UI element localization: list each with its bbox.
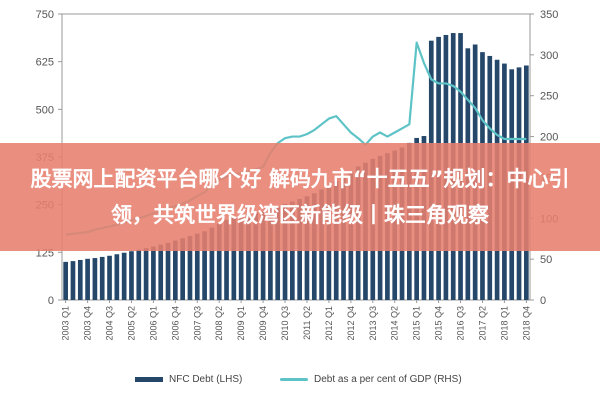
bar-mark — [268, 208, 273, 300]
overlay-banner[interactable]: 股票网上配资平台哪个好 解码九市“十五五”规划：中心引领，共筑世界级湾区新能级丨… — [0, 143, 600, 251]
bar-mark — [209, 227, 215, 300]
overlay-banner-text: 股票网上配资平台哪个好 解码九市“十五五”规划：中心引领，共筑世界级湾区新能级丨… — [30, 167, 570, 227]
right-tick-label: 250 — [540, 91, 558, 103]
bar-mark — [114, 254, 120, 300]
x-tick-label: 2012 Q4 — [346, 306, 356, 341]
bar-mark — [246, 213, 251, 300]
x-tick-label: 2018 Q4 — [521, 306, 531, 341]
bar-mark — [165, 242, 171, 300]
bar-mark — [180, 238, 185, 300]
left-tick-label: 500 — [36, 104, 54, 116]
bar-mark — [121, 252, 127, 300]
bar-mark — [224, 219, 229, 300]
bar-mark — [231, 216, 237, 300]
right-tick-label: 0 — [540, 295, 546, 307]
bar-mark — [92, 258, 98, 300]
bar-mark — [77, 259, 83, 300]
bar-mark — [275, 206, 281, 300]
bar-mark — [194, 233, 200, 300]
x-tick-label: 2009 Q4 — [258, 306, 268, 341]
x-tick-label: 2018 Q1 — [499, 306, 509, 341]
x-tick-label: 2008 Q2 — [214, 306, 224, 341]
bar-mark — [85, 258, 90, 300]
legend-swatch-bar — [135, 377, 163, 382]
x-tick-label: 2004 Q3 — [105, 306, 115, 341]
x-axis: 2003 Q1 2003 Q4 2004 Q3 2005 Q2 2006 Q1 2006 … — [61, 300, 531, 341]
x-tick-label: 2003 Q1 — [61, 306, 71, 341]
right-tick-label: 200 — [540, 132, 558, 144]
x-tick-label: 2013 Q3 — [368, 306, 378, 341]
x-tick-label: 2003 Q4 — [83, 306, 93, 341]
x-tick-label: 2017 Q2 — [477, 306, 487, 341]
x-tick-label: 2010 Q3 — [280, 306, 290, 341]
bar-mark — [151, 246, 156, 300]
bar-mark — [238, 215, 244, 300]
left-tick-label: 750 — [36, 9, 54, 21]
right-tick-label: 300 — [540, 50, 558, 62]
bar-mark — [107, 255, 112, 300]
bar-mark — [70, 261, 76, 300]
x-tick-label: 2014 Q2 — [390, 306, 400, 341]
x-tick-label: 2006 Q4 — [170, 306, 180, 341]
bar-mark — [136, 249, 142, 300]
right-tick-label: 50 — [540, 254, 552, 266]
x-tick-label: 2011 Q2 — [302, 306, 312, 340]
bar-mark — [63, 261, 68, 300]
legend-item-nfc-debt: NFC Debt (LHS) — [135, 374, 242, 385]
right-tick-label: 350 — [540, 9, 558, 21]
bar-mark — [202, 231, 207, 300]
x-tick-label: 2015 Q4 — [434, 306, 444, 341]
x-tick-label: 2007 Q3 — [192, 306, 202, 341]
bar-mark — [253, 212, 259, 300]
bar-mark — [187, 235, 193, 300]
x-tick-label: 2009 Q1 — [236, 306, 246, 341]
bar-mark — [216, 223, 222, 300]
legend-item-debt-gdp: Debt as a per cent of GDP (RHS) — [280, 374, 462, 385]
bar-mark — [143, 248, 149, 300]
bar-mark — [173, 240, 178, 300]
legend-label-nfc-debt: NFC Debt (LHS) — [169, 374, 243, 385]
x-tick-label: 2012 Q1 — [324, 306, 334, 341]
bar-mark — [282, 203, 288, 300]
left-tick-label: 0 — [48, 295, 54, 307]
chart-legend: NFC Debt (LHS) Debt as a per cent of GDP… — [0, 366, 600, 396]
legend-swatch-line — [280, 378, 308, 381]
left-tick-label: 625 — [36, 57, 54, 69]
x-tick-label: 2006 Q1 — [148, 306, 158, 341]
x-tick-label: 2015 Q1 — [412, 306, 422, 341]
legend-label-debt-gdp: Debt as a per cent of GDP (RHS) — [314, 374, 462, 385]
bar-mark — [99, 256, 105, 300]
x-tick-label: 2005 Q2 — [126, 306, 136, 341]
bar-mark — [260, 210, 266, 300]
x-tick-label: 2016 Q3 — [456, 306, 466, 341]
bar-mark — [158, 244, 164, 300]
bar-mark — [129, 251, 134, 300]
